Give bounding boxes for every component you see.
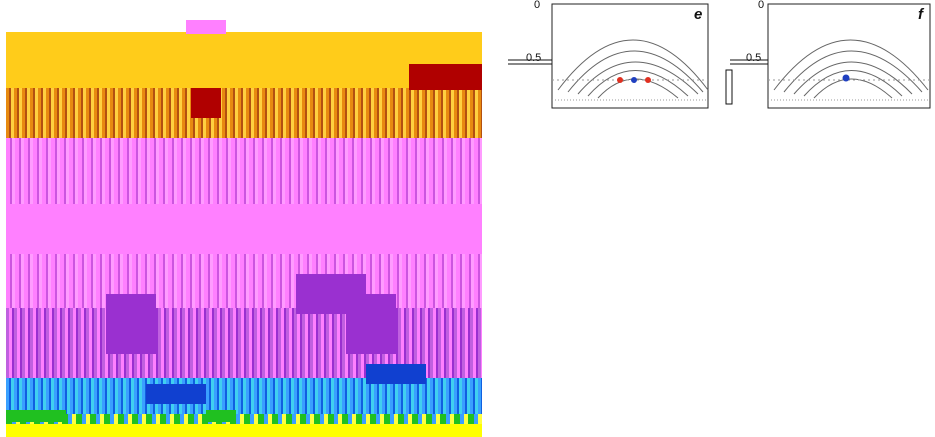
blue-marker bbox=[631, 77, 637, 83]
panel-f-plot bbox=[725, 3, 931, 109]
panel-e-letter: e bbox=[694, 6, 703, 23]
glitch-band-orange bbox=[6, 88, 482, 138]
glitch-block bbox=[6, 410, 66, 422]
panel-e-plot bbox=[508, 3, 709, 109]
panel-e-y-top: 0 bbox=[534, 0, 541, 11]
panel-f: 0 0.5 f bbox=[725, 0, 931, 109]
glitch-band-top bbox=[6, 14, 482, 36]
panel-f-y-mid: 0.5 bbox=[746, 52, 762, 64]
glitch-block bbox=[206, 410, 236, 422]
glitch-block bbox=[186, 20, 226, 34]
glitch-block bbox=[146, 384, 206, 404]
glitch-band-blue bbox=[6, 378, 482, 414]
glitch-block bbox=[106, 294, 156, 354]
glitch-block bbox=[191, 88, 221, 118]
panel-e: 0 0.5 e bbox=[508, 0, 709, 109]
glitched-image bbox=[6, 14, 482, 437]
glitch-block bbox=[409, 64, 482, 90]
glitch-block bbox=[346, 294, 396, 354]
red-marker bbox=[617, 77, 623, 83]
panel-f-letter: f bbox=[918, 6, 923, 23]
panel-f-y-top: 0 bbox=[758, 0, 765, 11]
red-marker bbox=[645, 77, 651, 83]
glitch-band-gold bbox=[6, 32, 482, 88]
panel-e-y-mid: 0.5 bbox=[526, 52, 542, 64]
glitch-band-green bbox=[6, 414, 482, 424]
glitch-band-solid-pink bbox=[6, 204, 482, 254]
blue-marker bbox=[842, 74, 850, 82]
glitch-block bbox=[366, 364, 426, 384]
glitch-band-yellow bbox=[6, 424, 482, 437]
